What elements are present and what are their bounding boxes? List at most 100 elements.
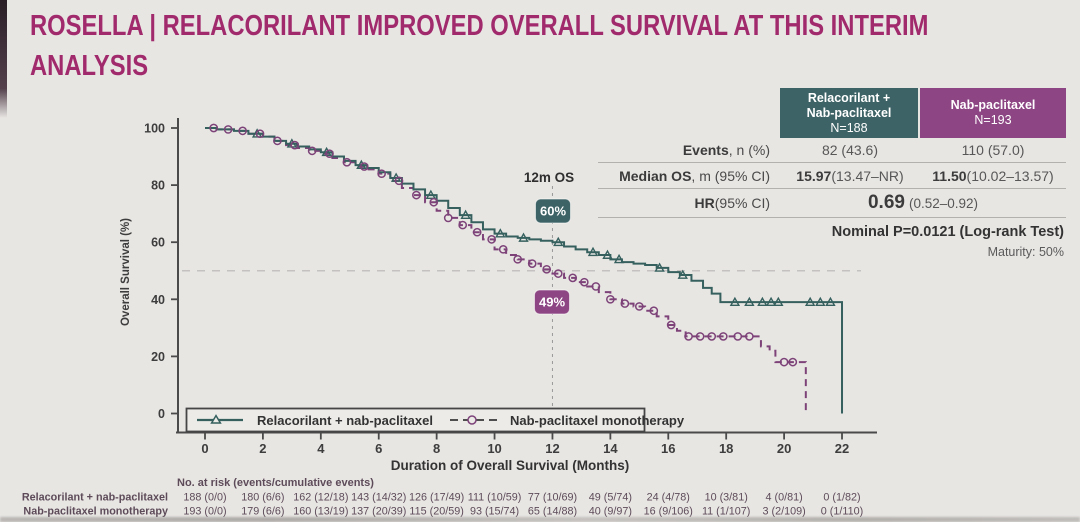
median-value-nabpaclitaxel: 11.50 (10.02–13.57): [920, 163, 1066, 188]
legend-triangle-marker: [210, 414, 222, 424]
censor-circle-marker: [527, 259, 537, 268]
censor-triangle-marker: [425, 189, 437, 199]
censor-circle-marker: [325, 149, 334, 159]
censor-circle-marker: [429, 197, 439, 207]
video-bottom-artifact: [0, 517, 1080, 522]
censor-triangle-marker: [518, 232, 529, 242]
censor-circle-marker: [290, 140, 300, 150]
at-risk-value: 3 (2/109): [762, 506, 805, 518]
censor-circle-marker: [394, 176, 404, 186]
censor-circle-marker: [443, 213, 453, 223]
median-value-relacorilant: 15.97 (13.47–NR): [780, 163, 920, 188]
stats-corner-spacer: [598, 88, 780, 138]
median-v2-bold: 11.50: [932, 167, 967, 184]
at-risk-value: 111 (10/59): [468, 492, 522, 504]
censor-circle-marker: [649, 306, 659, 316]
censor-circle-marker: [666, 320, 676, 330]
censor-circle-marker: [542, 264, 552, 274]
at-risk-value: 188 (0/0): [183, 492, 226, 504]
at-risk-header: No. at risk (events/cumulative events): [177, 477, 374, 489]
censor-triangle-marker: [613, 253, 625, 264]
censor-triangle-marker: [495, 228, 506, 238]
table-divider: [598, 162, 1066, 163]
censor-circle-marker: [359, 162, 369, 171]
video-edge-artifact: [0, 0, 7, 118]
censor-circle-marker: [695, 332, 705, 341]
hr-value-ci: (0.52–0.92): [908, 195, 979, 211]
at-risk-value: 137 (20/39): [351, 506, 406, 518]
censor-circle-marker: [568, 273, 578, 283]
censor-triangle-marker: [815, 296, 826, 307]
x-tick-label: 4: [317, 441, 325, 456]
maturity-text: Maturity: 50%: [987, 245, 1064, 259]
censor-triangle-marker: [825, 296, 836, 307]
censor-triangle-marker: [744, 296, 755, 307]
hr-value-bold: 0.69: [867, 192, 905, 213]
censor-circle-marker: [458, 220, 468, 230]
legend-box: [185, 407, 646, 433]
censor-circle-marker: [634, 302, 644, 311]
at-risk-value: 16 (9/106): [644, 506, 693, 518]
censor-circle-marker: [591, 282, 601, 291]
censor-circle-marker: [273, 136, 282, 146]
censor-circle-marker: [745, 332, 754, 341]
at-risk-value: 160 (13/19): [293, 506, 348, 518]
x-tick-label: 8: [433, 441, 440, 456]
x-axis-title: Duration of Overall Survival (Months): [391, 458, 630, 473]
censor-circle-marker: [238, 126, 247, 136]
at-risk-value: 10 (3/81): [705, 492, 748, 504]
at-risk-value: 143 (14/32): [351, 492, 406, 504]
at-risk-value: 126 (17/49): [409, 492, 464, 504]
y-tick-label: 0: [158, 407, 165, 421]
badge-60pct-text: 60%: [540, 204, 566, 219]
header-line: Nab-paclitaxel: [950, 98, 1036, 112]
hr-label-bold: HR: [694, 195, 715, 211]
censor-circle-marker: [342, 157, 352, 167]
at-risk-value: 180 (6/6): [241, 492, 284, 504]
x-tick-label: 16: [661, 441, 675, 456]
legend-monotherapy-label: Nab-paclitaxel monotherapy: [510, 413, 685, 428]
hr-value: 0.69 (0.52–0.92): [780, 189, 1066, 217]
x-tick-label: 20: [777, 441, 791, 456]
censor-circle-marker: [472, 227, 482, 237]
pvalue-text: Nominal P=0.0121 (Log-rank Test): [831, 224, 1064, 240]
table-divider: [598, 217, 1066, 218]
censor-circle-marker: [779, 357, 789, 367]
at-risk-row-label: Relacorilant + nab-paclitaxel: [22, 492, 168, 504]
at-risk-value: 77 (10/69): [528, 492, 577, 504]
censor-circle-marker: [684, 332, 693, 341]
at-risk-value: 162 (12/18): [293, 492, 348, 504]
events-value-relacorilant: 82 (43.6): [821, 142, 879, 158]
y-axis-title: Overall Survival (%): [120, 218, 132, 326]
y-tick-label: 80: [151, 179, 165, 193]
badge-60pct-box: [535, 198, 571, 224]
censor-circle-marker: [307, 146, 317, 156]
at-risk-value: 11 (1/107): [702, 506, 750, 518]
at-risk-value: 65 (14/88): [528, 506, 577, 518]
censor-circle-marker: [223, 125, 233, 134]
table-divider: [598, 188, 1066, 189]
events-value-nabpaclitaxel: 110 (57.0): [961, 142, 1025, 158]
y-tick-label: 100: [144, 122, 165, 136]
at-risk-value: 40 (9/97): [589, 506, 632, 518]
censor-circle-marker: [255, 129, 265, 139]
events-label-bold: Events: [682, 142, 729, 158]
slide-title-line1: ROSELLA | RELACORILANT IMPROVED OVERALL …: [30, 10, 929, 42]
slide-title-line2: ANALYSIS: [30, 50, 149, 82]
censor-circle-marker: [788, 357, 798, 367]
y-tick-label: 40: [151, 293, 165, 307]
censor-circle-marker: [620, 299, 630, 308]
censor-triangle-marker: [773, 296, 784, 307]
x-tick-label: 22: [835, 441, 849, 456]
at-risk-value: 0 (1/82): [823, 492, 860, 504]
censor-triangle-marker: [804, 296, 816, 307]
curve-relacorilant: [205, 127, 844, 414]
censor-triangle-marker: [587, 246, 599, 257]
header-line: Nab-paclitaxel: [806, 105, 892, 120]
censor-triangle-marker: [765, 296, 777, 307]
column-header-relacorilant: Relacorilant + Nab-paclitaxel N=188: [780, 88, 918, 138]
x-tick-label: 2: [259, 441, 266, 456]
median-v2-ci: (10.02–13.57): [966, 167, 1054, 184]
summary-stats-table: Relacorilant + Nab-paclitaxel N=188 Nab-…: [598, 88, 1066, 259]
